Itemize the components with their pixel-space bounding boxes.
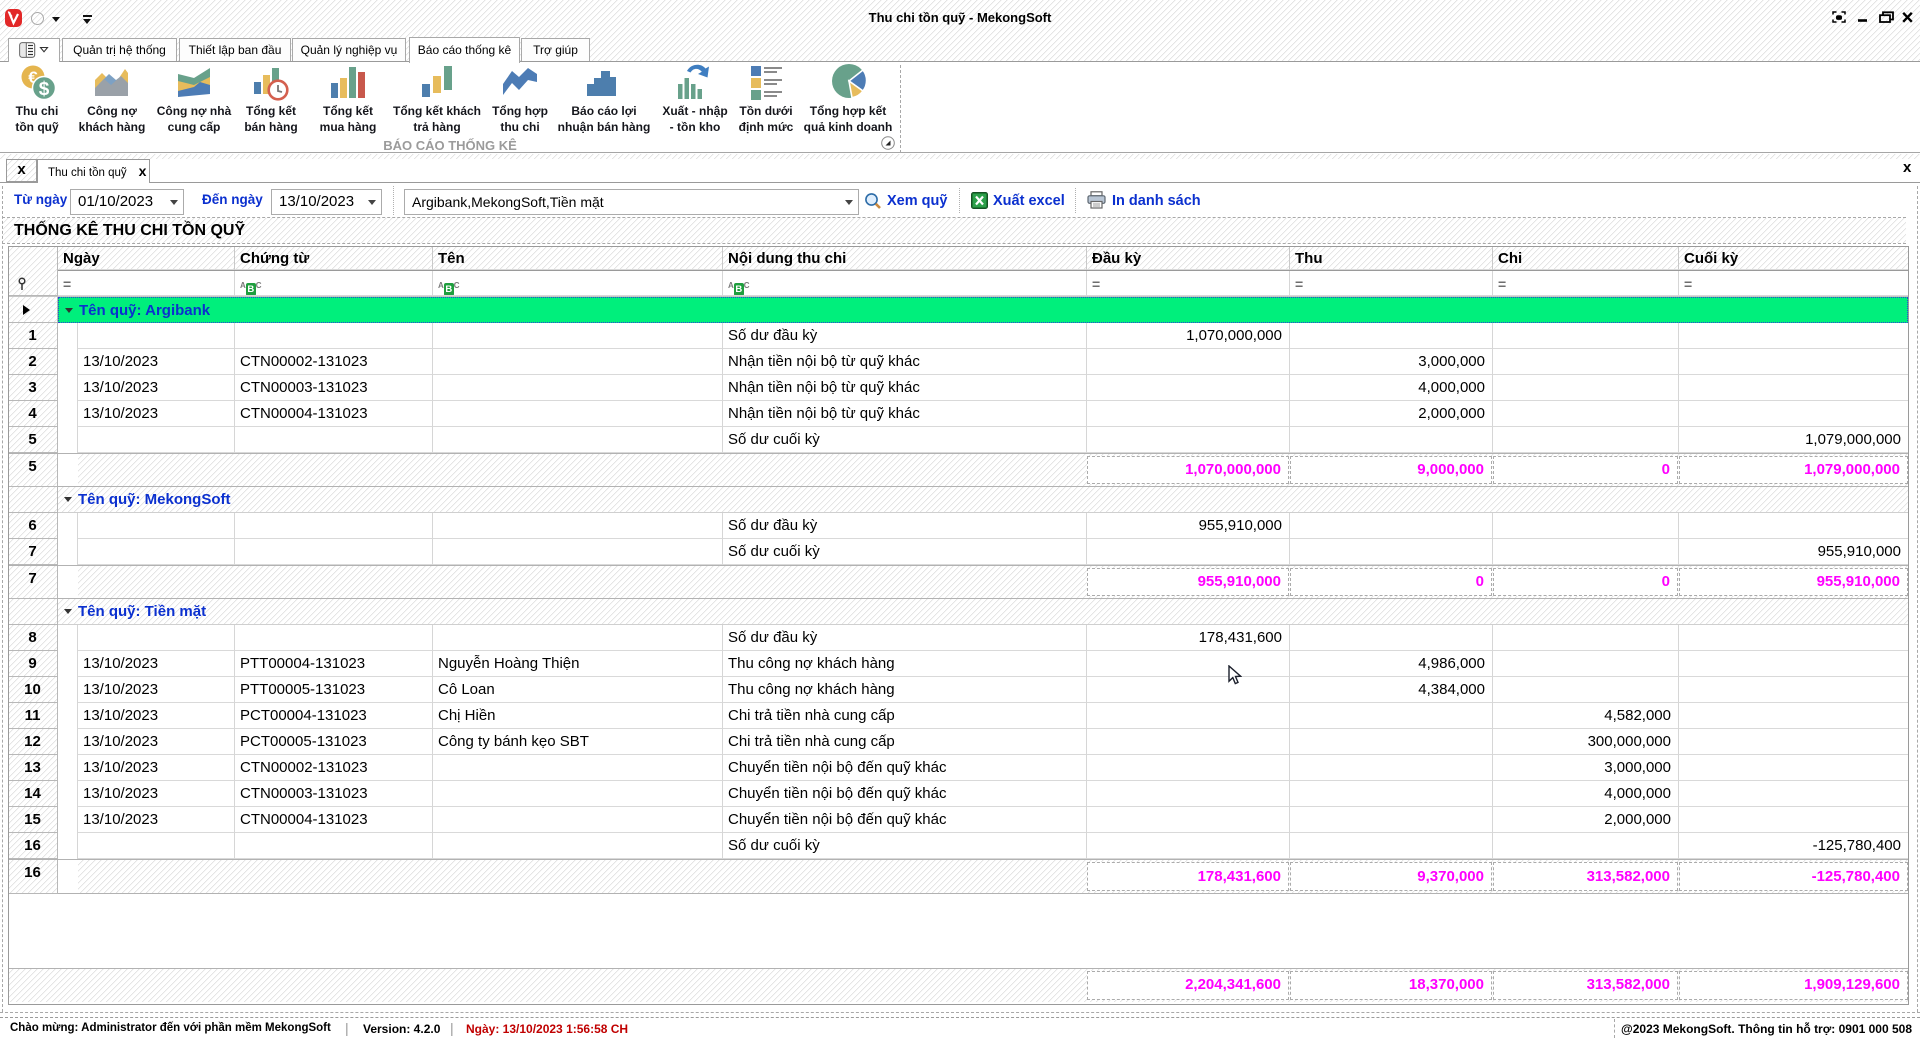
svg-text:$: $ (39, 79, 50, 100)
svg-text:€: € (28, 68, 38, 87)
